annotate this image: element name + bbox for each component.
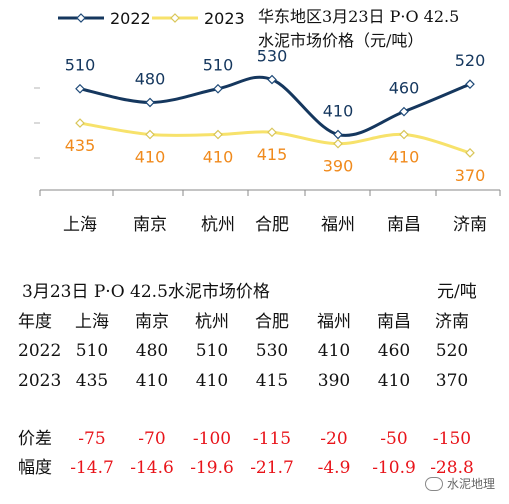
table-col-header: 南京 — [135, 312, 169, 332]
table-cell: 390 — [317, 371, 351, 391]
table-cell: 520 — [435, 341, 469, 361]
data-point — [145, 97, 155, 108]
data-point — [465, 79, 475, 90]
data-point — [399, 106, 409, 117]
data-label: 435 — [65, 136, 96, 155]
data-label: 410 — [323, 102, 354, 121]
table-cell: -100 — [192, 429, 232, 449]
table-col-header: 南昌 — [377, 312, 411, 332]
data-point — [267, 127, 277, 138]
data-point — [75, 118, 85, 128]
x-tick-label: 上海 — [63, 215, 97, 235]
table-row-label: 价差 — [18, 429, 52, 449]
x-axis: 上海 南京 杭州 合肥 福州 南昌 济南 — [34, 87, 501, 235]
data-label: 510 — [65, 56, 96, 75]
table-cell: 415 — [255, 371, 289, 391]
table-cell: 530 — [255, 341, 289, 361]
data-point — [399, 129, 409, 140]
data-point — [267, 74, 277, 85]
table-col-header: 合肥 — [255, 312, 289, 332]
x-tick-label: 南昌 — [387, 215, 421, 235]
table-row-label: 幅度 — [18, 458, 52, 478]
table-cell: -75 — [78, 429, 106, 449]
table-cell: -70 — [138, 429, 166, 449]
table-col-header: 杭州 — [195, 312, 229, 332]
table-cell: -19.6 — [190, 458, 234, 478]
series-group: 510 480 510 530 410 460 520 435 410 410 415 390 410 3… — [65, 47, 486, 185]
table-cell: 480 — [135, 341, 169, 361]
chart-legend: 2022 2023 — [58, 9, 245, 28]
watermark: 水泥地理 — [424, 475, 495, 492]
table-cell: -14.7 — [70, 458, 114, 478]
data-point — [333, 138, 343, 149]
watermark-text: 水泥地理 — [446, 477, 495, 491]
data-point — [213, 83, 223, 94]
data-point — [213, 129, 223, 140]
x-tick-label: 福州 — [321, 215, 355, 235]
table-col-header: 福州 — [317, 312, 351, 332]
data-point — [465, 147, 475, 158]
data-label: 530 — [257, 47, 288, 66]
x-tick-label: 南京 — [133, 215, 167, 235]
table-col-header: 济南 — [435, 312, 469, 332]
data-label: 520 — [455, 51, 486, 70]
table-cell: -4.9 — [317, 458, 351, 478]
data-point — [333, 129, 343, 140]
legend-marker — [76, 13, 86, 23]
line-chart: 2022 2023 华东地区3月23日 P·O 42.5 水泥市场价格（元/吨） … — [34, 7, 501, 235]
data-label: 460 — [389, 79, 420, 98]
data-label: 390 — [323, 157, 354, 176]
table-cell: -21.7 — [250, 458, 294, 478]
data-point — [145, 129, 155, 140]
x-tick-label: 合肥 — [255, 215, 289, 235]
table-header-label: 年度 — [18, 312, 52, 332]
data-label: 480 — [135, 69, 166, 88]
table-cell: 510 — [75, 341, 109, 361]
table-cell: 410 — [195, 371, 229, 391]
chart-title-line2: 水泥市场价格（元/吨） — [258, 31, 423, 50]
data-label: 370 — [455, 166, 486, 185]
chart-title-line1: 华东地区3月23日 P·O 42.5 — [258, 7, 459, 26]
table-cell: 435 — [75, 371, 109, 391]
table-row-label: 2023 — [18, 371, 62, 391]
table-unit: 元/吨 — [437, 282, 477, 302]
table-cell: -28.8 — [430, 458, 474, 478]
table-row-label: 2022 — [18, 341, 62, 361]
legend-marker — [170, 13, 180, 23]
table-cell: 410 — [135, 371, 169, 391]
table-cell: -150 — [432, 429, 472, 449]
legend-label: 2022 — [110, 9, 151, 28]
table-cell: 460 — [377, 341, 411, 361]
table-cell: -14.6 — [130, 458, 174, 478]
table-cell: 410 — [317, 341, 351, 361]
data-label: 510 — [203, 56, 234, 75]
data-label: 410 — [135, 148, 166, 167]
data-label: 410 — [389, 148, 420, 167]
table-cell: -10.9 — [372, 458, 416, 478]
table-cell: 510 — [195, 341, 229, 361]
data-label: 410 — [203, 148, 234, 167]
wechat-icon — [424, 476, 443, 491]
table-cell: -50 — [380, 429, 408, 449]
table-cell: 410 — [377, 371, 411, 391]
table-cell: 370 — [435, 371, 469, 391]
x-tick-label: 济南 — [453, 215, 487, 235]
data-point — [75, 83, 85, 94]
x-tick-label: 杭州 — [201, 215, 235, 235]
legend-label: 2023 — [204, 9, 245, 28]
data-label: 415 — [257, 145, 288, 164]
table-col-header: 上海 — [75, 312, 109, 332]
table-title: 3月23日 P·O 42.5水泥市场价格 — [22, 282, 270, 302]
table-cell: -20 — [320, 429, 348, 449]
table-cell: -115 — [252, 429, 292, 449]
